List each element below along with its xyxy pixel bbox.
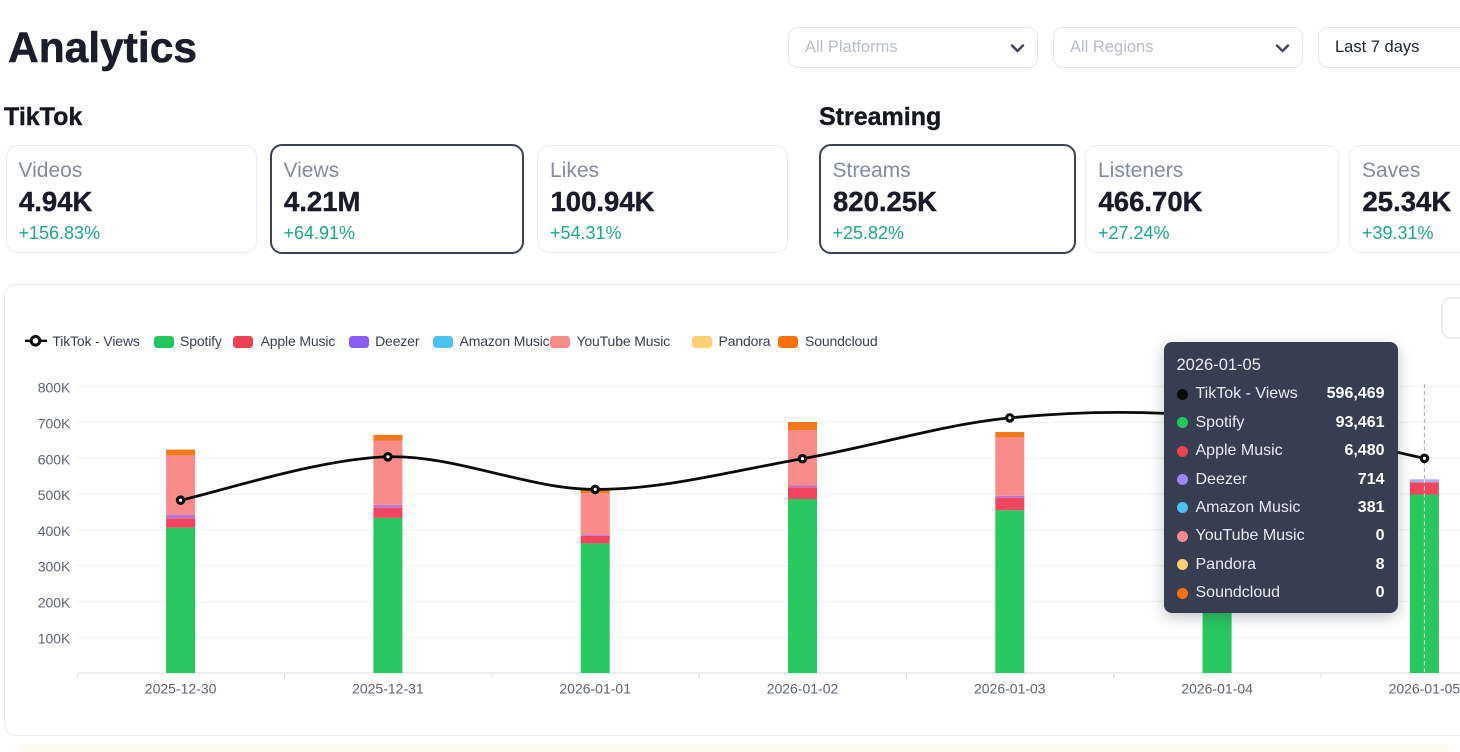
svg-text:2025-12-30: 2025-12-30 [145,681,217,697]
svg-text:2026-01-03: 2026-01-03 [974,681,1046,697]
svg-text:2026-01-04: 2026-01-04 [1181,681,1253,697]
svg-text:2025-12-31: 2025-12-31 [352,681,424,697]
svg-text:600K: 600K [38,451,71,467]
svg-text:500K: 500K [38,487,71,503]
svg-text:800K: 800K [38,380,71,396]
svg-text:300K: 300K [38,559,71,575]
svg-text:100K: 100K [38,630,71,646]
svg-text:2026-01-01: 2026-01-01 [559,681,631,697]
svg-text:200K: 200K [38,595,71,611]
svg-text:400K: 400K [38,523,71,539]
svg-text:2026-01-02: 2026-01-02 [767,681,839,697]
svg-text:700K: 700K [38,416,71,432]
svg-text:2026-01-05: 2026-01-05 [1389,681,1460,697]
